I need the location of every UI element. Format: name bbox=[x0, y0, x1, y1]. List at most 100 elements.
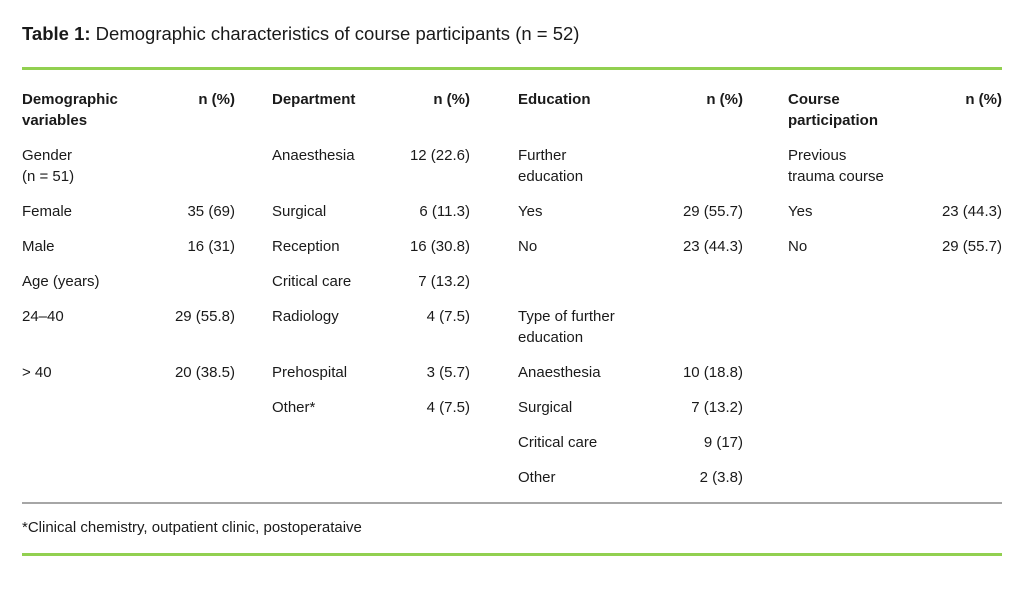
table-cell-r3-c6 bbox=[743, 271, 905, 306]
table-cell-r4-c0: 24–40 bbox=[22, 308, 64, 325]
table-cell-r8-c6 bbox=[743, 467, 905, 502]
table-cell-r4-c6 bbox=[743, 306, 905, 362]
column-header-7: n (%) bbox=[965, 91, 1002, 108]
table-cell-r6-c4: Surgical bbox=[518, 399, 573, 416]
table-cell-r0-c3: 12 (22.6) bbox=[409, 147, 470, 164]
table-cell-r7-c7 bbox=[905, 432, 1002, 467]
table-header-row: Demographic variables n (%) Department n (%… bbox=[22, 70, 1002, 145]
table-row: Male 16 (31) Reception 16 (30.8) No 23 (44.3)… bbox=[22, 236, 1002, 271]
table-cell-r0-c1 bbox=[172, 145, 235, 201]
table-cell-r2-c3: 16 (30.8) bbox=[409, 238, 470, 255]
table-cell-r6-c7 bbox=[905, 397, 1002, 432]
table-cell-r4-c2: Radiology bbox=[272, 308, 339, 325]
table-cell-r7-c0 bbox=[22, 432, 172, 467]
table-cell-r4-c4: Type of further education bbox=[518, 308, 615, 346]
table-cell-r1-c0: Female bbox=[22, 203, 73, 220]
table-cell-r5-c4: Anaesthesia bbox=[518, 364, 601, 381]
table-cell-r0-c7 bbox=[905, 145, 1002, 201]
table-cell-r1-c7: 23 (44.3) bbox=[941, 203, 1002, 220]
table-title-caption: Demographic characteristics of course pa… bbox=[90, 23, 580, 44]
table-row: 24–40 29 (55.8) Radiology 4 (7.5) Type of fu… bbox=[22, 306, 1002, 362]
table-cell-r6-c0 bbox=[22, 397, 172, 432]
table-cell-r8-c2 bbox=[235, 467, 380, 502]
table-cell-r2-c7: 29 (55.7) bbox=[941, 238, 1002, 255]
footnote-divider-rule bbox=[22, 502, 1002, 504]
table-cell-r2-c1: 16 (31) bbox=[187, 238, 235, 255]
table-cell-r6-c6 bbox=[743, 397, 905, 432]
table-cell-r4-c1: 29 (55.8) bbox=[174, 308, 235, 325]
table-cell-r7-c1 bbox=[172, 432, 235, 467]
column-header-3: n (%) bbox=[433, 91, 470, 108]
table-cell-r5-c7 bbox=[905, 362, 1002, 397]
table-title-label: Table 1: bbox=[22, 23, 91, 44]
table-cell-r3-c7 bbox=[905, 271, 1002, 306]
table-cell-r3-c3: 7 (13.2) bbox=[418, 273, 470, 290]
table-cell-r1-c4: Yes bbox=[518, 203, 543, 220]
table-row: Gender (n = 51) Anaesthesia 12 (22.6) Furth… bbox=[22, 145, 1002, 201]
table-cell-r0-c2: Anaesthesia bbox=[272, 147, 355, 164]
table-body: Gender (n = 51) Anaesthesia 12 (22.6) Furth… bbox=[22, 145, 1002, 502]
table-header: Demographic variables n (%) Department n (%… bbox=[22, 70, 1002, 145]
table-cell-r7-c6 bbox=[743, 432, 905, 467]
table-cell-r0-c6: Previous trauma course bbox=[788, 147, 884, 185]
table-cell-r1-c5: 29 (55.7) bbox=[682, 203, 743, 220]
table-cell-r5-c3: 3 (5.7) bbox=[426, 364, 470, 381]
table-cell-r8-c5: 2 (3.8) bbox=[699, 469, 743, 486]
table-cell-r6-c1 bbox=[172, 397, 235, 432]
table-cell-r5-c6 bbox=[743, 362, 905, 397]
table-cell-r8-c3 bbox=[380, 467, 470, 502]
column-header-6: Course participation bbox=[788, 91, 879, 129]
column-header-2: Department bbox=[272, 91, 356, 108]
column-header-0: Demographic variables bbox=[22, 91, 118, 129]
table-cell-r3-c1 bbox=[172, 271, 235, 306]
column-header-4: Education bbox=[518, 91, 591, 108]
table-cell-r8-c7 bbox=[905, 467, 1002, 502]
table-cell-r1-c6: Yes bbox=[788, 203, 813, 220]
table-cell-r6-c2: Other* bbox=[272, 399, 316, 416]
table-cell-r5-c2: Prehospital bbox=[272, 364, 348, 381]
table-cell-r2-c4: No bbox=[518, 238, 538, 255]
table-cell-r1-c1: 35 (69) bbox=[187, 203, 235, 220]
table-cell-r8-c1 bbox=[172, 467, 235, 502]
table-cell-r6-c5: 7 (13.2) bbox=[691, 399, 743, 416]
table-cell-r2-c5: 23 (44.3) bbox=[682, 238, 743, 255]
table-cell-r5-c0: > 40 bbox=[22, 364, 52, 381]
table-row: Female 35 (69) Surgical 6 (11.3) Yes 29 (55.7… bbox=[22, 201, 1002, 236]
table-row: Critical care 9 (17) bbox=[22, 432, 1002, 467]
table-cell-r0-c4: Further education bbox=[518, 147, 584, 185]
table-cell-r2-c0: Male bbox=[22, 238, 55, 255]
table-cell-r7-c4: Critical care bbox=[518, 434, 598, 451]
document-page: Table 1: Demographic characteristics of … bbox=[0, 23, 1024, 556]
table-cell-r1-c3: 6 (11.3) bbox=[419, 203, 470, 220]
column-header-1: n (%) bbox=[198, 91, 235, 108]
column-header-5: n (%) bbox=[706, 91, 743, 108]
table-cell-r4-c3: 4 (7.5) bbox=[426, 308, 470, 325]
table-cell-r7-c5: 9 (17) bbox=[703, 434, 743, 451]
table-row: Age (years) Critical care 7 (13.2) bbox=[22, 271, 1002, 306]
table-cell-r8-c4: Other bbox=[518, 469, 556, 486]
table-cell-r3-c0: Age (years) bbox=[22, 273, 100, 290]
table-cell-r0-c0: Gender (n = 51) bbox=[22, 147, 75, 185]
table-cell-r5-c1: 20 (38.5) bbox=[174, 364, 235, 381]
table-cell-r2-c2: Reception bbox=[272, 238, 340, 255]
table-title: Table 1: Demographic characteristics of … bbox=[22, 23, 1024, 45]
table-cell-r3-c5 bbox=[640, 271, 743, 306]
table-row: > 40 20 (38.5) Prehospital 3 (5.7) Anaesthes… bbox=[22, 362, 1002, 397]
table-cell-r5-c5: 10 (18.8) bbox=[682, 364, 743, 381]
table-cell-r2-c6: No bbox=[788, 238, 808, 255]
top-rule bbox=[22, 67, 1002, 70]
table-cell-r8-c0 bbox=[22, 467, 172, 502]
table-cell-r3-c4 bbox=[470, 271, 640, 306]
bottom-rule bbox=[22, 553, 1002, 556]
table-cell-r4-c7 bbox=[905, 306, 1002, 362]
table-row: Other* 4 (7.5) Surgical 7 (13.2) bbox=[22, 397, 1002, 432]
table-cell-r7-c3 bbox=[380, 432, 470, 467]
table-cell-r7-c2 bbox=[235, 432, 380, 467]
table-cell-r3-c2: Critical care bbox=[272, 273, 352, 290]
demographics-table: Demographic variables n (%) Department n (%… bbox=[22, 70, 1002, 502]
table-cell-r1-c2: Surgical bbox=[272, 203, 327, 220]
table-cell-r4-c5 bbox=[640, 306, 743, 362]
footnote: *Clinical chemistry, outpatient clinic, … bbox=[22, 519, 362, 536]
table-cell-r0-c5 bbox=[640, 145, 743, 201]
table-cell-r6-c3: 4 (7.5) bbox=[426, 399, 470, 416]
